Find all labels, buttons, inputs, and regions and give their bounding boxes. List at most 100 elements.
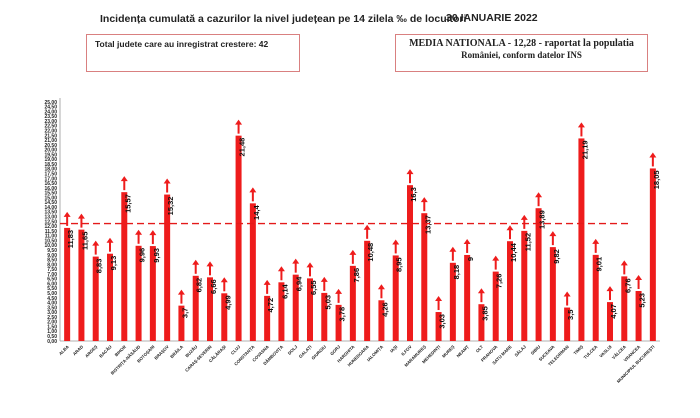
y-tick-label: 11,50 (45, 229, 57, 235)
chart-title: Incidența cumulată a cazurilor la nivel … (100, 13, 467, 25)
bar (135, 245, 142, 341)
category-label: GORJ (329, 344, 342, 357)
category-label: IAȘI (389, 344, 398, 353)
trend-arrow-head (549, 231, 557, 237)
bar (121, 192, 128, 341)
bar-value-label: 21,48 (238, 138, 247, 157)
bar (292, 274, 299, 341)
increase-summary-text: Total judete care au inregistrat crester… (95, 39, 269, 49)
trend-arrow-head (563, 291, 571, 297)
bar (349, 265, 356, 341)
y-tick-label: 15,00 (44, 195, 57, 201)
trend-arrow-head (306, 262, 314, 268)
bar (321, 292, 328, 341)
trend-arrow-head (335, 288, 343, 294)
trend-arrow-head (192, 259, 200, 265)
bar (492, 271, 499, 341)
bar (449, 262, 456, 341)
bar-value-label: 7,26 (495, 274, 504, 289)
trend-arrow-head (106, 237, 114, 243)
bar (435, 312, 442, 341)
y-tick-label: 11,00 (45, 234, 57, 240)
national-average-box: MEDIA NATIONALA - 12,28 - raportat la po… (395, 34, 648, 72)
trend-arrow-head (535, 192, 543, 198)
bar (364, 240, 371, 341)
bar-value-label: 9,01 (595, 257, 604, 272)
bar-value-label: 6,76 (623, 278, 632, 293)
bar (178, 305, 185, 341)
trend-arrow-head (449, 246, 457, 252)
bar-value-label: 9 (466, 257, 475, 261)
category-label: TIMIȘ (572, 344, 584, 356)
trend-arrow-head (120, 176, 128, 182)
trend-arrow-head (477, 288, 485, 294)
y-tick-label: 13,00 (44, 215, 57, 221)
y-tick-label: 4,50 (47, 296, 57, 302)
category-label: DOLJ (287, 344, 299, 356)
y-tick-label: 16,00 (44, 186, 57, 192)
bar-value-label: 11,65 (80, 232, 89, 250)
bar (621, 276, 628, 341)
bar (578, 138, 585, 341)
trend-arrow-head (220, 277, 228, 283)
category-label: ARGEȘ (84, 344, 98, 358)
category-label: SIBIU (530, 344, 542, 356)
bar-value-label: 8,18 (452, 265, 461, 280)
category-label: MUREȘ (441, 344, 456, 359)
bar (549, 247, 556, 341)
y-tick-label: 2,50 (47, 315, 57, 321)
bar-value-label: 3,7 (180, 308, 189, 318)
trend-arrow-head (249, 187, 257, 193)
trend-arrow-head (620, 260, 628, 266)
category-label: TULCEA (583, 344, 599, 360)
trend-arrow-head (492, 255, 500, 261)
y-tick-label: 18,50 (44, 162, 57, 168)
y-tick-label: 12,00 (44, 224, 57, 230)
bar (107, 253, 113, 341)
category-label: OLT (475, 344, 485, 354)
y-tick-label: 3,50 (47, 305, 57, 311)
bar (521, 230, 528, 341)
bar-value-label: 14,4 (252, 205, 261, 220)
bar-value-label: 6,94 (295, 276, 304, 291)
y-tick-label: 6,50 (47, 277, 57, 283)
trend-arrow-head (463, 238, 471, 244)
category-label: BRAȘOV (153, 344, 170, 361)
y-tick-label: 14,00 (44, 205, 57, 211)
trend-arrow-head (349, 249, 357, 255)
bar (278, 282, 285, 341)
national-average-line2: României, conform datelor INS (461, 50, 582, 60)
bar-value-label: 10,44 (509, 242, 518, 262)
trend-arrow-head (377, 284, 385, 290)
trend-arrow-head (77, 213, 85, 219)
bar (164, 194, 171, 341)
bar-value-label: 5,03 (323, 295, 332, 310)
trend-arrow-head (520, 214, 528, 220)
bar-value-label: 3,85 (480, 306, 489, 321)
trend-arrow-head (235, 119, 243, 125)
bar-value-label: 6,55 (309, 280, 318, 295)
y-tick-label: 25,00 (44, 100, 57, 106)
y-tick-label: 19,50 (44, 152, 57, 158)
trend-arrow-head (392, 239, 400, 245)
bar-value-label: 9,13 (109, 256, 118, 271)
y-tick-label: 15,50 (44, 191, 57, 197)
category-label: ARAD (72, 344, 84, 356)
y-tick-label: 0,00 (47, 339, 57, 345)
bar (607, 302, 613, 341)
trend-arrow-head (363, 224, 371, 230)
trend-arrow-head (263, 279, 271, 285)
y-tick-label: 18,00 (44, 167, 57, 173)
bar (535, 208, 542, 341)
bar (192, 275, 199, 341)
trend-arrow-head (92, 240, 100, 246)
bar (235, 135, 242, 341)
y-tick-label: 10,00 (44, 243, 57, 249)
bar (649, 168, 656, 341)
bar-value-label: 5,23 (638, 293, 647, 308)
bar-value-label: 9,96 (138, 248, 147, 263)
y-tick-label: 17,00 (44, 176, 57, 182)
bar (392, 255, 399, 341)
y-tick-label: 10,50 (44, 238, 57, 244)
bar (307, 278, 313, 341)
